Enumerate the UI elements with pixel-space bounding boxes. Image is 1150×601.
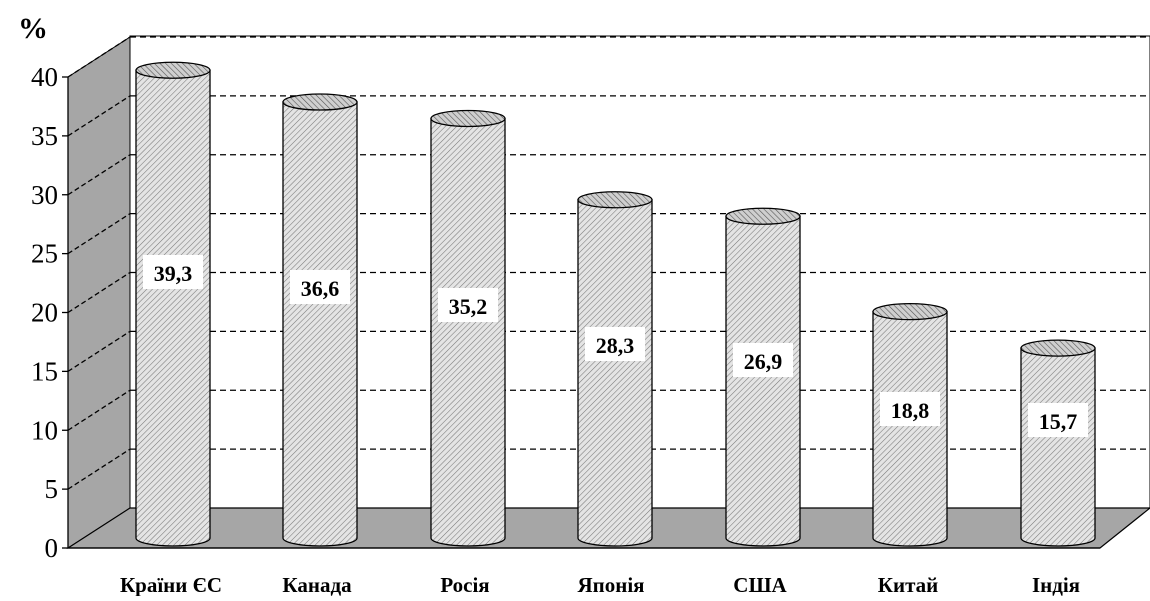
gridline-side	[67, 154, 131, 196]
data-label: 18,8	[891, 398, 930, 423]
bar-body	[577, 199, 653, 547]
data-label: 35,2	[449, 294, 488, 319]
gridline-side	[67, 271, 131, 314]
gridline-side	[67, 330, 131, 372]
y-tick-label: 15	[31, 356, 58, 386]
data-label-box	[143, 255, 203, 289]
bar-top	[872, 302, 948, 321]
y-tick-label: 40	[31, 62, 58, 92]
y-unit-label: %	[18, 12, 48, 45]
y-tick-label: 35	[31, 121, 58, 151]
bar-top	[725, 207, 801, 225]
data-label: 39,3	[154, 261, 193, 286]
bar-top	[282, 93, 358, 111]
category-label: Китай	[878, 573, 939, 596]
bar-4: 28,3	[577, 191, 653, 547]
category-label: Індія	[1032, 573, 1080, 596]
bar-2: 36,6	[282, 93, 358, 547]
y-tick-label: 0	[45, 533, 59, 563]
bar-top	[135, 61, 211, 79]
data-label: 26,9	[744, 349, 783, 374]
gridline-side	[67, 448, 131, 490]
category-label: США	[733, 573, 787, 596]
bar-1: 39,3	[135, 61, 211, 547]
data-label-box	[1028, 403, 1088, 437]
data-label: 28,3	[596, 333, 635, 358]
bar-5: 26,9	[725, 207, 801, 547]
gridline-side	[67, 389, 131, 431]
bar-body	[430, 117, 506, 547]
bar-7: 15,7	[1020, 339, 1096, 547]
data-label-box	[880, 392, 940, 426]
bar-top	[577, 191, 653, 209]
category-label: Японія	[577, 573, 644, 596]
data-label-box	[585, 327, 645, 361]
bar-body	[1020, 347, 1096, 547]
data-label-box	[438, 288, 498, 322]
gridline-side	[67, 36, 131, 78]
bar-body	[725, 215, 801, 547]
bar-body	[135, 69, 211, 547]
bar-body	[282, 101, 358, 547]
bar-top	[430, 109, 506, 128]
data-label-box	[733, 343, 793, 377]
data-label: 36,6	[301, 276, 340, 301]
bar-3: 35,2	[430, 109, 506, 547]
category-label: Канада	[282, 573, 352, 596]
data-label-box	[290, 270, 350, 304]
category-label: Росія	[440, 573, 489, 596]
bar-6: 18,8	[872, 302, 948, 547]
y-tick-label: 5	[45, 474, 59, 504]
gridline-side	[67, 213, 131, 255]
y-tick-label: 10	[31, 415, 58, 445]
bar-top	[1020, 339, 1096, 357]
bar-body	[872, 310, 948, 547]
gridline-side	[67, 95, 131, 137]
data-label: 15,7	[1039, 409, 1078, 434]
y-tick-label: 25	[31, 239, 58, 269]
y-tick-label: 30	[31, 180, 58, 210]
y-tick-label: 20	[31, 298, 58, 328]
category-label: Країни ЄС	[120, 573, 222, 596]
